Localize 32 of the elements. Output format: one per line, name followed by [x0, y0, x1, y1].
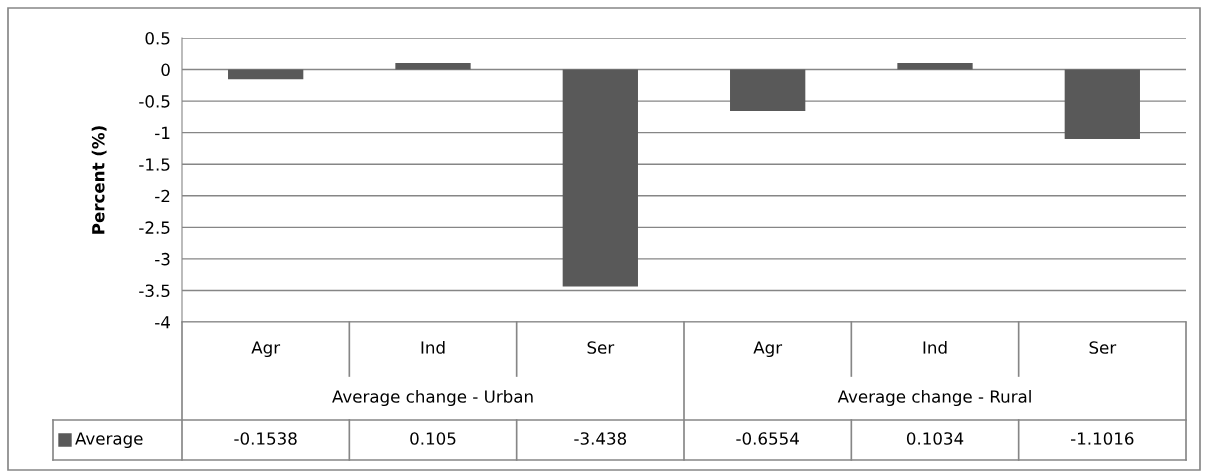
x-tick-label: Ind	[421, 340, 445, 354]
x-tick-label: Ser	[1089, 341, 1117, 354]
data-label: -0.6554	[736, 432, 799, 445]
bar	[897, 63, 973, 70]
text: Average change - Rural	[837, 389, 1031, 407]
y-tick-label: -1	[155, 126, 170, 139]
y-tick-label: -3.5	[139, 284, 170, 298]
text: Average change - Urban	[332, 389, 533, 407]
y-axis-title: Percent (%)	[91, 126, 107, 234]
x-tick-label: Ind	[923, 340, 947, 354]
bar	[228, 69, 304, 80]
bar	[395, 62, 471, 70]
data-label: -3.438	[574, 432, 627, 445]
data-label: 0.1034	[906, 432, 964, 445]
y-tick-label: -3	[155, 252, 170, 266]
x-tick-label: Ser	[587, 341, 615, 354]
y-tick-label: -1.5	[139, 158, 170, 171]
x-tick-label: Agr	[251, 341, 281, 358]
data-label: 0.105	[410, 432, 456, 445]
y-tick-label: -2	[155, 189, 170, 203]
x-tick-label: Agr	[753, 341, 783, 358]
y-tick-label: -0.5	[139, 95, 170, 108]
data-label: -0.1538	[234, 432, 297, 445]
y-tick-label: -2.5	[139, 221, 170, 234]
bar	[730, 69, 806, 111]
bar	[562, 69, 638, 287]
legend-label: Average	[75, 432, 143, 449]
y-tick-label: -4	[155, 316, 170, 329]
y-tick-label: 0.5	[145, 31, 170, 45]
y-tick-label: 0	[161, 63, 170, 77]
bar	[1064, 69, 1140, 140]
data-label: -1.1016	[1070, 432, 1134, 445]
